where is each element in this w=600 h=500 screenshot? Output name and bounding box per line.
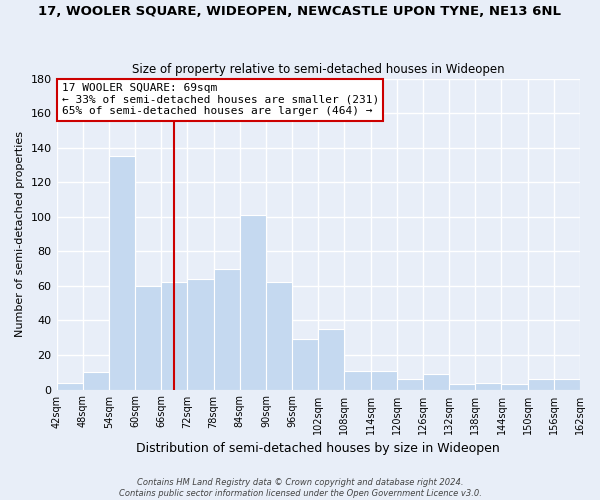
Bar	[527, 379, 554, 390]
Bar	[161, 282, 187, 390]
Bar	[266, 282, 292, 390]
Title: Size of property relative to semi-detached houses in Wideopen: Size of property relative to semi-detach…	[132, 63, 505, 76]
Bar	[344, 370, 371, 390]
Bar	[502, 384, 527, 390]
Bar	[397, 379, 423, 390]
Bar	[475, 382, 502, 390]
Text: 17 WOOLER SQUARE: 69sqm
← 33% of semi-detached houses are smaller (231)
65% of s: 17 WOOLER SQUARE: 69sqm ← 33% of semi-de…	[62, 83, 379, 116]
Bar	[240, 215, 266, 390]
Bar	[83, 372, 109, 390]
Bar	[554, 379, 580, 390]
Bar	[318, 329, 344, 390]
Bar	[292, 340, 318, 390]
Bar	[135, 286, 161, 390]
Bar	[56, 382, 83, 390]
Bar	[423, 374, 449, 390]
Bar	[449, 384, 475, 390]
Y-axis label: Number of semi-detached properties: Number of semi-detached properties	[15, 131, 25, 337]
Bar	[371, 370, 397, 390]
Bar	[109, 156, 135, 390]
Bar	[214, 268, 240, 390]
Bar	[187, 279, 214, 390]
Text: 17, WOOLER SQUARE, WIDEOPEN, NEWCASTLE UPON TYNE, NE13 6NL: 17, WOOLER SQUARE, WIDEOPEN, NEWCASTLE U…	[38, 5, 562, 18]
Text: Contains HM Land Registry data © Crown copyright and database right 2024.
Contai: Contains HM Land Registry data © Crown c…	[119, 478, 481, 498]
X-axis label: Distribution of semi-detached houses by size in Wideopen: Distribution of semi-detached houses by …	[136, 442, 500, 455]
